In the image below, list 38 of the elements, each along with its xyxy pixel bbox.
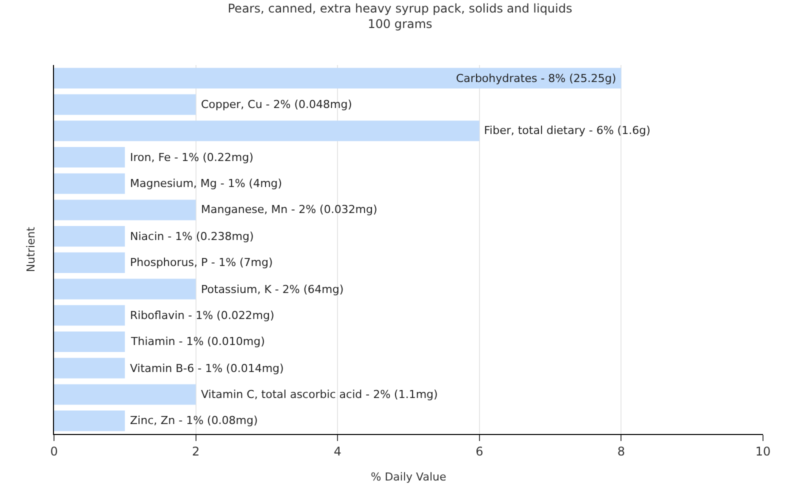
- chart-subtitle: 100 grams: [368, 17, 432, 32]
- annotation: Carbohydrates - 8% (25.25g): [456, 72, 616, 85]
- bar: [54, 358, 125, 378]
- bar: [54, 410, 125, 432]
- annotation: Magnesium, Mg - 1% (4mg): [130, 177, 282, 190]
- bar: [54, 173, 125, 194]
- x-tick-label: 0: [50, 444, 58, 458]
- bar: [54, 278, 196, 300]
- annotation: Vitamin C, total ascorbic acid - 2% (1.1mg): [201, 388, 438, 401]
- x-tick-label: 2: [192, 444, 200, 458]
- bar: [54, 331, 125, 352]
- x-tick-label: 8: [617, 444, 626, 458]
- annotation: Vitamin B-6 - 1% (0.014mg): [130, 362, 284, 375]
- x-axis-title: % Daily Value: [370, 470, 446, 484]
- bar: [54, 200, 196, 220]
- bar: [54, 252, 125, 273]
- x-tick-label: 4: [334, 444, 342, 458]
- bar: [54, 146, 125, 168]
- bar: [54, 305, 125, 326]
- x-tick-label: 10: [755, 444, 771, 458]
- bar: [54, 226, 125, 247]
- annotation: Thiamin - 1% (0.010mg): [130, 335, 265, 348]
- bar: [54, 94, 196, 115]
- x-tick-label: 6: [476, 444, 484, 458]
- annotation: Fiber, total dietary - 6% (1.6g): [484, 124, 650, 137]
- annotation: Iron, Fe - 1% (0.22mg): [130, 151, 254, 164]
- annotation: Manganese, Mn - 2% (0.032mg): [201, 203, 378, 216]
- annotation: Zinc, Zn - 1% (0.08mg): [130, 414, 258, 427]
- annotation: Phosphorus, P - 1% (7mg): [130, 256, 273, 269]
- bar: [54, 120, 480, 142]
- annotation: Riboflavin - 1% (0.022mg): [130, 309, 274, 322]
- annotation: Potassium, K - 2% (64mg): [201, 283, 344, 296]
- y-axis-title: Nutrient: [24, 226, 38, 272]
- annotation: Niacin - 1% (0.238mg): [130, 230, 254, 243]
- chart-title: Pears, canned, extra heavy syrup pack, solids and liquids: [228, 2, 572, 16]
- bar: [54, 384, 196, 405]
- annotation: Copper, Cu - 2% (0.048mg): [201, 98, 352, 111]
- bar: [54, 68, 622, 88]
